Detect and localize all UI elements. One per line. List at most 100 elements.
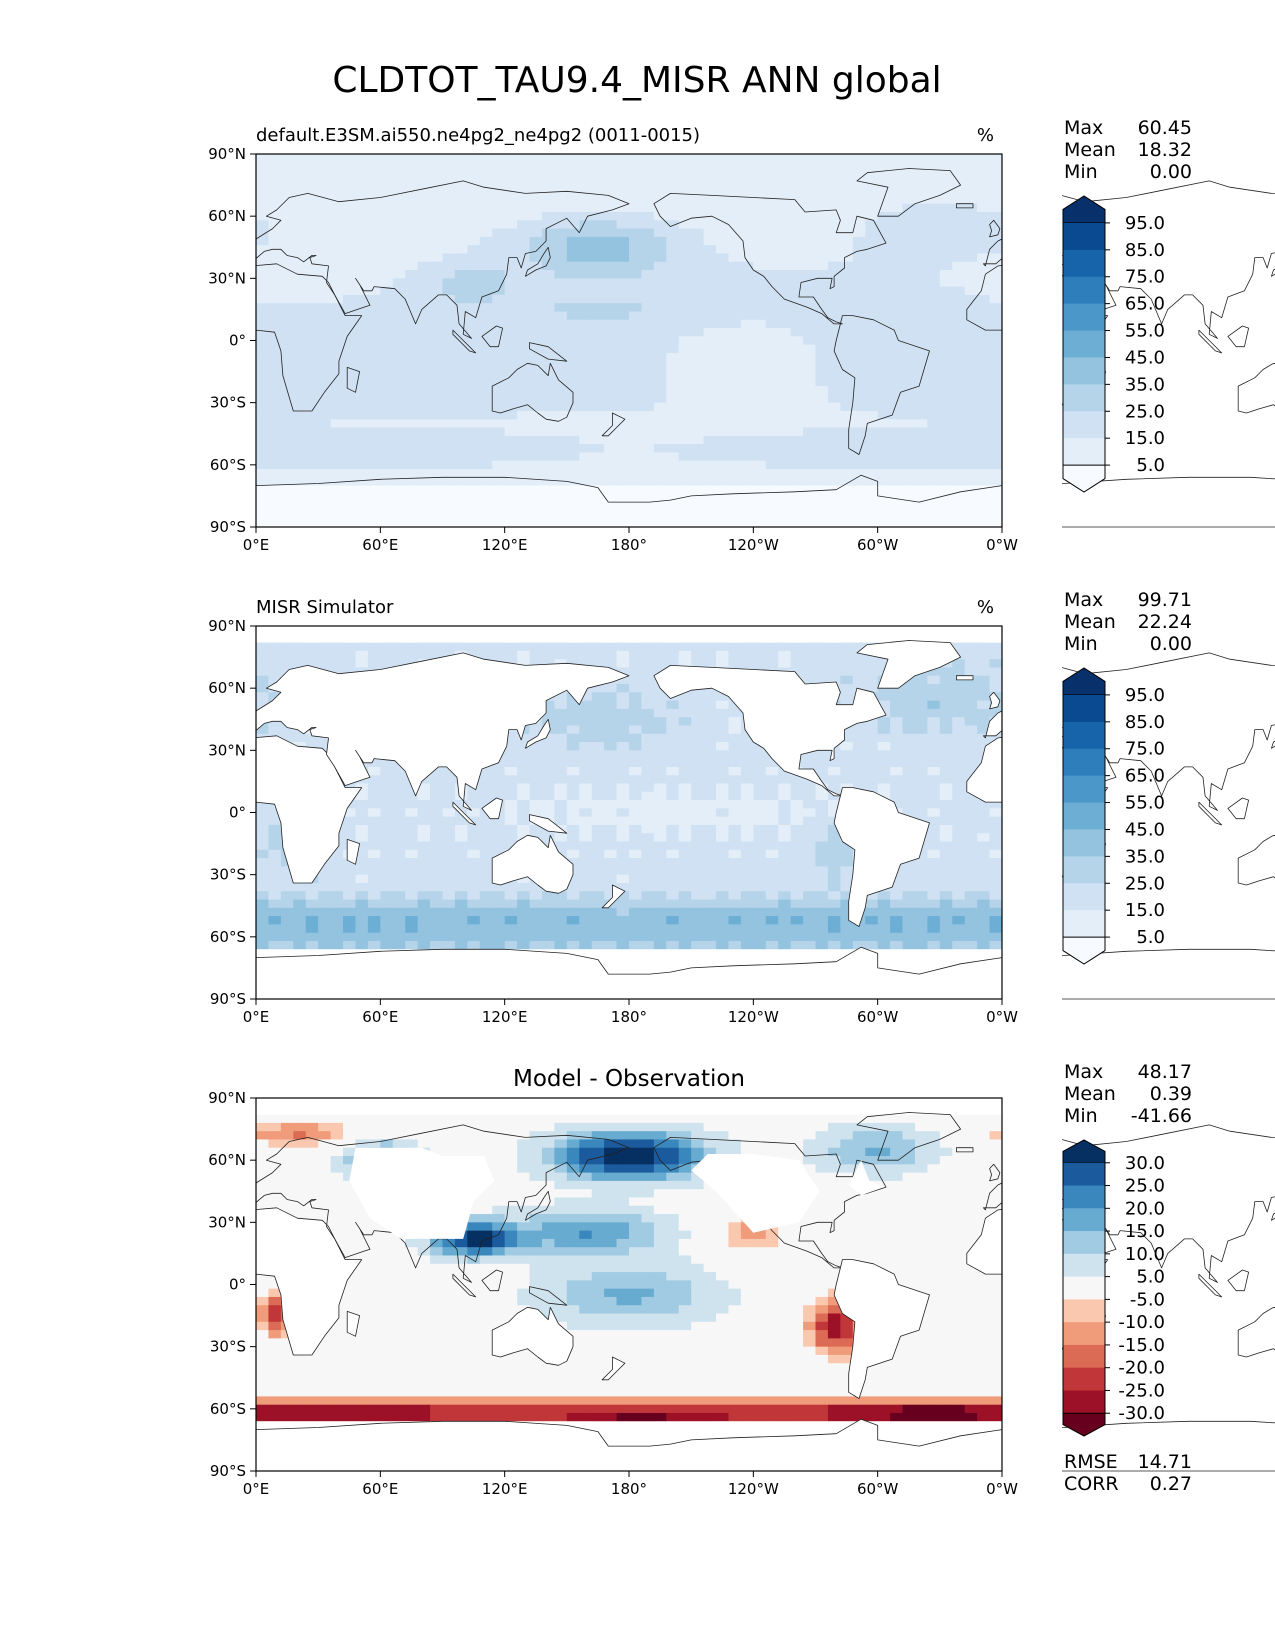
lon-tick-label: 180° [611, 1480, 647, 1498]
lat-tick-label: 0° [229, 332, 246, 350]
panel-center-title: Model - Observation [513, 1066, 745, 1092]
metric-value-corr: 0.27 [1150, 1473, 1192, 1495]
colorbar-tick-label: 25.0 [1125, 873, 1165, 894]
colorbar-tick-label: 95.0 [1125, 213, 1165, 234]
lon-tick-label: 120°E [482, 536, 528, 554]
lon-tick-label: 60°W [857, 1480, 899, 1498]
panel-subtitle: MISR Simulator [256, 597, 394, 618]
stat-label-min: Min [1064, 633, 1098, 655]
map-panels: 90°N60°N30°N0°30°S60°S90°S0°E 60°E 120°E 18… [0, 114, 1275, 1521]
panel-subtitle: default.E3SM.ai550.ne4pg2_ne4pg2 (0011-0… [256, 125, 700, 146]
colorbar-tick-label: 45.0 [1125, 347, 1165, 368]
lat-tick-label: 30°S [210, 1338, 246, 1356]
lat-tick-label: 60°N [208, 207, 246, 225]
colorbar: 95.0 85.0 75.0 65.0 55.0 45.0 35.0 25.0 15.0 5.0 [1062, 667, 1165, 965]
stat-value-min: -41.66 [1131, 1105, 1192, 1127]
lat-tick-label: 30°N [208, 741, 246, 759]
colorbar-tick-label: 75.0 [1125, 267, 1165, 288]
panel-unit: % [977, 125, 994, 146]
lat-tick-label: 60°N [208, 679, 246, 697]
colorbar-tick-label: 25.0 [1125, 1176, 1165, 1197]
colorbar-tick-label: 10.0 [1125, 1244, 1165, 1265]
lat-tick-label: 90°S [210, 1462, 246, 1480]
lat-tick-label: 30°N [208, 269, 246, 287]
stat-label-mean: Mean [1064, 611, 1116, 633]
lon-tick-label: 120°W [728, 1008, 779, 1026]
stat-label-min: Min [1064, 161, 1098, 183]
colorbar-tick-label: 15.0 [1125, 428, 1165, 449]
colorbar-tick-label: 35.0 [1125, 846, 1165, 867]
metric-value-rmse: 14.71 [1138, 1451, 1192, 1473]
lon-tick-label: 120°W [728, 1480, 779, 1498]
colorbar: 30.025.020.015.010.05.0-5.0-10.0-15.0-20… [1062, 1139, 1165, 1437]
colorbar-tick-label: -30.0 [1118, 1403, 1165, 1424]
lon-tick-label: 180° [611, 1008, 647, 1026]
lon-tick-label: 60°E [362, 1008, 398, 1026]
colorbar-tick-label: 65.0 [1125, 766, 1165, 787]
lon-tick-label: 0°W [986, 536, 1018, 554]
colorbar-tick-label: 15.0 [1125, 1221, 1165, 1242]
lat-tick-label: 60°S [210, 456, 246, 474]
colorbar-tick-label: 55.0 [1125, 793, 1165, 814]
colorbar-tick-label: 35.0 [1125, 374, 1165, 395]
stat-value-mean: 0.39 [1150, 1083, 1192, 1105]
lon-tick-label: 0°E [243, 1008, 270, 1026]
lon-tick-label: 120°W [728, 536, 779, 554]
lon-tick-label: 0°E [243, 1480, 270, 1498]
lon-tick-label: 0°W [986, 1480, 1018, 1498]
stat-value-min: 0.00 [1150, 633, 1192, 655]
stat-value-min: 0.00 [1150, 161, 1192, 183]
lon-tick-label: 0°W [986, 1008, 1018, 1026]
colorbar-tick-label: -5.0 [1130, 1289, 1165, 1310]
colorbar-tick-label: 5.0 [1136, 927, 1165, 948]
stat-label-max: Max [1064, 589, 1103, 611]
lat-tick-label: 30°N [208, 1213, 246, 1231]
colorbar-tick-label: 55.0 [1125, 321, 1165, 342]
colorbar-tick-label: 20.0 [1125, 1198, 1165, 1219]
colorbar-tick-label: 65.0 [1125, 294, 1165, 315]
lat-tick-label: 60°S [210, 928, 246, 946]
stat-label-mean: Mean [1064, 1083, 1116, 1105]
stat-label-max: Max [1064, 1061, 1103, 1083]
lon-tick-label: 180° [611, 536, 647, 554]
metric-label-corr: CORR [1064, 1473, 1119, 1495]
lon-tick-label: 120°E [482, 1480, 528, 1498]
missing-data-mask [349, 1147, 884, 1239]
colorbar-tick-label: -25.0 [1118, 1380, 1165, 1401]
figure-title: CLDTOT_TAU9.4_MISR ANN global [332, 60, 941, 101]
lon-tick-label: 60°E [362, 1480, 398, 1498]
colorbar-tick-label: 75.0 [1125, 739, 1165, 760]
colorbar-tick-label: -10.0 [1118, 1312, 1165, 1333]
metric-label-rmse: RMSE [1064, 1451, 1118, 1473]
lon-tick-label: 120°E [482, 1008, 528, 1026]
contour-field [256, 154, 1003, 528]
stat-value-mean: 18.32 [1138, 139, 1192, 161]
stat-label-mean: Mean [1064, 139, 1116, 161]
colorbar-tick-label: 85.0 [1125, 240, 1165, 261]
colorbar-tick-label: -15.0 [1118, 1335, 1165, 1356]
lon-tick-label: 60°E [362, 536, 398, 554]
lat-tick-label: 90°N [208, 145, 246, 163]
lat-tick-label: 60°N [208, 1151, 246, 1169]
lat-tick-label: 30°S [210, 394, 246, 412]
lat-tick-label: 90°S [210, 990, 246, 1008]
stat-value-max: 60.45 [1138, 117, 1192, 139]
stat-value-max: 48.17 [1138, 1061, 1192, 1083]
colorbar-tick-label: 25.0 [1125, 401, 1165, 422]
colorbar-tick-label: 95.0 [1125, 685, 1165, 706]
colorbar-tick-label: 30.0 [1125, 1153, 1165, 1174]
stat-value-mean: 22.24 [1138, 611, 1192, 633]
lon-tick-label: 60°W [857, 536, 899, 554]
lon-tick-label: 60°W [857, 1008, 899, 1026]
map-panel-2: 90°N 60°N 30°N 0° 30°S 60°S 90°S0°E 60°E 120°E 18… [0, 586, 1275, 1049]
colorbar-tick-label: -20.0 [1118, 1358, 1165, 1379]
colorbar-tick-label: 45.0 [1125, 819, 1165, 840]
stat-label-min: Min [1064, 1105, 1098, 1127]
lat-tick-label: 90°N [208, 1089, 246, 1107]
colorbar-tick-label: 15.0 [1125, 900, 1165, 921]
lat-tick-label: 0° [229, 804, 246, 822]
colorbar-tick-label: 5.0 [1136, 455, 1165, 476]
map-panel-3: 90°N 60°N 30°N 0° 30°S 60°S 90°S0°E 60°E 120°E 18… [0, 1058, 1275, 1521]
map-panel-1: 90°N 60°N 30°N 0° 30°S 60°S 90°S0°E 60°E 120°E 18… [0, 114, 1275, 577]
